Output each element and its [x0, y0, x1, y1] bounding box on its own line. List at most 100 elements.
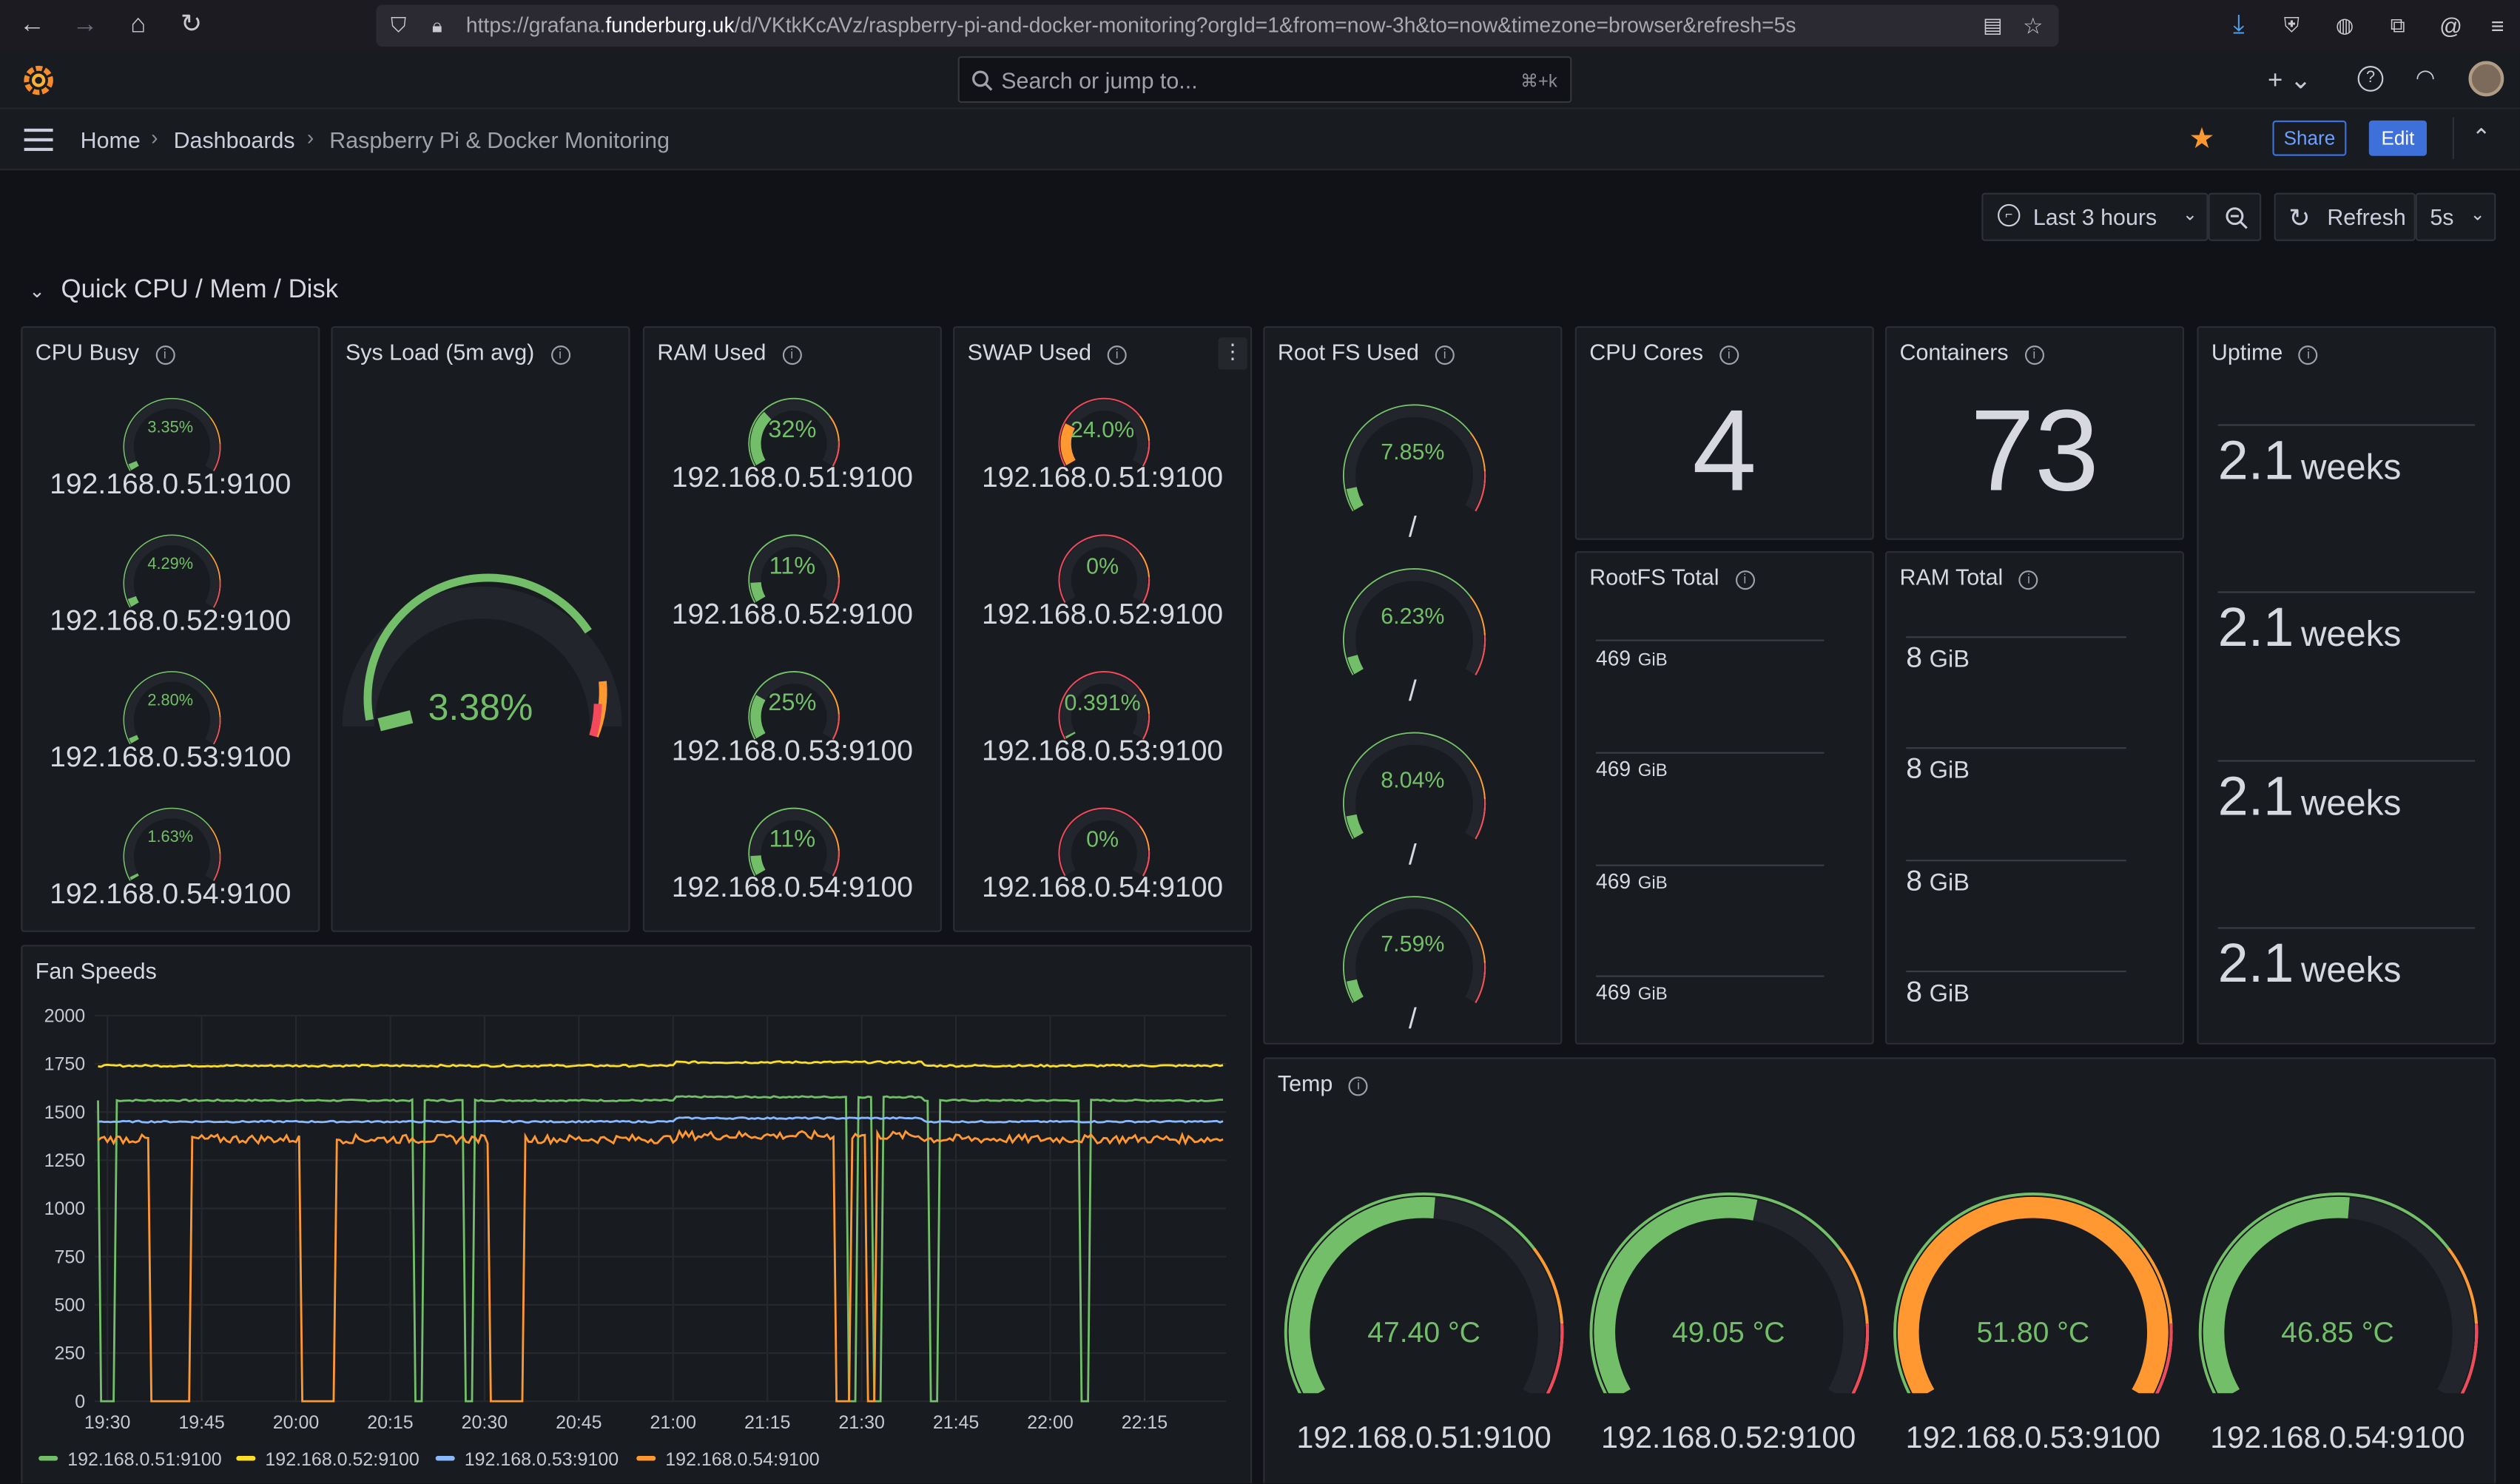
zoom-out-button[interactable] [2208, 192, 2262, 241]
x-tick-label: 19:30 [84, 1412, 130, 1433]
search-shortcut: ⌘+k [1520, 72, 1557, 92]
series-line[interactable] [98, 1116, 1224, 1124]
host-label: 192.168.0.53:9100 [50, 740, 292, 772]
info-icon[interactable]: i [1348, 1076, 1369, 1096]
info-icon[interactable]: i [155, 345, 175, 365]
home-icon[interactable]: ⌂ [130, 11, 146, 39]
info-icon[interactable]: i [550, 345, 570, 365]
swap_used-gauge [1058, 397, 1150, 467]
swap_used-gauge-value: 0% [1086, 826, 1119, 853]
swap_used-gauge-value: 0% [1086, 553, 1119, 579]
panel-containers: Containers i 73 [1884, 326, 2185, 540]
chevron-right-icon: › [306, 125, 314, 150]
reload-icon[interactable]: ↻ [180, 11, 203, 39]
panel-title[interactable]: Temp i [1278, 1070, 1369, 1096]
hamburger-menu-icon[interactable] [24, 128, 53, 152]
url-text[interactable]: https://grafana.funderburg.uk/d/VKtkKcAV… [465, 13, 1796, 37]
extension-globe-icon[interactable]: ◍ [2335, 13, 2354, 37]
info-icon[interactable]: i [2024, 345, 2044, 365]
avatar[interactable] [2468, 61, 2504, 97]
mount-label: / [1408, 1002, 1417, 1036]
root_fs-gauge [1342, 896, 1486, 1003]
breadcrumb-dashboards[interactable]: Dashboards [173, 127, 295, 153]
info-icon[interactable]: i [2018, 570, 2039, 590]
legend-label: 192.168.0.51:9100 [67, 1451, 222, 1471]
search-placeholder: Search or jump to... [1001, 67, 1198, 93]
ram-total-stat: 8 GiB [1906, 752, 1970, 785]
cpu_busy-gauge [123, 397, 221, 471]
host-label: 192.168.0.52:9100 [50, 603, 292, 636]
panel-title[interactable]: RAM Used i [657, 339, 802, 365]
lock-icon[interactable]: 🔒︎ [431, 14, 442, 37]
info-icon[interactable]: i [1735, 570, 1755, 590]
panel-title[interactable]: RootFS Total i [1589, 564, 1755, 590]
panel-title[interactable]: Fan Speeds [35, 957, 157, 984]
temp-gauge [2197, 1193, 2478, 1394]
reader-view-icon[interactable]: ▤ [1983, 13, 2003, 37]
sparkline [2217, 760, 2476, 762]
sparkline [1906, 747, 2126, 749]
legend-item[interactable]: 192.168.0.51:9100 [38, 1451, 222, 1471]
share-button[interactable]: Share [2272, 120, 2347, 156]
row-title[interactable]: Quick CPU / Mem / Disk [61, 276, 339, 304]
info-icon[interactable]: i [2299, 345, 2319, 365]
extensions-puzzle-icon[interactable]: ⧉ [2390, 13, 2405, 37]
browser-toolbar: ← → ⌂ ↻ ⛉ 🔒︎ https://grafana.funderburg.… [0, 0, 2520, 52]
download-icon[interactable]: ⤓ [2233, 11, 2245, 39]
info-icon[interactable]: i [1719, 345, 1739, 365]
search-icon [972, 70, 993, 91]
containers-value: 73 [1970, 387, 2099, 516]
shield-icon[interactable]: ⛉ [391, 13, 407, 37]
temp-value: 47.40 °C [1367, 1316, 1480, 1349]
row-collapse-chevron-icon[interactable]: ⌄ [29, 279, 45, 303]
refresh-interval-picker[interactable]: 5s ⌄ [2415, 192, 2496, 241]
panel-title[interactable]: Uptime i [2211, 339, 2319, 365]
swap_used-gauge-value: 0.391% [1064, 689, 1141, 716]
y-tick-label: 0 [75, 1392, 85, 1412]
forward-icon[interactable]: → [72, 11, 98, 39]
fan-speeds-chart[interactable]: 2000 1750 1500 1250 1000 750 500 250 019:30 19:45… [21, 996, 1252, 1446]
news-rss-icon[interactable]: ◠ [2415, 64, 2436, 90]
refresh-button[interactable]: ↻ Refresh [2274, 192, 2416, 241]
info-icon[interactable]: i [1107, 345, 1127, 365]
series-line[interactable] [97, 1095, 1224, 1403]
search-input[interactable]: Search or jump to... ⌘+k [957, 56, 1572, 104]
uptime-stat: 2.1 weeks [2217, 766, 2402, 828]
time-range-picker[interactable]: ⌐ Last 3 hours ⌄ [1981, 192, 2209, 241]
breadcrumb-home[interactable]: Home [80, 127, 141, 153]
info-icon[interactable]: i [1435, 345, 1455, 365]
favorite-star-icon[interactable]: ★ [2189, 122, 2215, 155]
panel-title[interactable]: CPU Busy i [36, 339, 175, 365]
panel-title[interactable]: Root FS Used i [1278, 339, 1455, 365]
edit-button[interactable]: Edit [2368, 120, 2428, 156]
at-sign-icon[interactable]: @ [2439, 13, 2463, 39]
info-icon[interactable]: i [782, 345, 802, 365]
panel-title[interactable]: SWAP Used i [968, 339, 1127, 365]
temp-gauge [1893, 1193, 2173, 1394]
root_fs-gauge [1342, 567, 1486, 675]
grafana-logo-icon[interactable] [21, 63, 56, 98]
legend-item[interactable]: 192.168.0.54:9100 [636, 1451, 820, 1471]
extension-shield-icon[interactable]: ⛨ [2283, 13, 2300, 37]
x-tick-label: 21:30 [838, 1412, 884, 1433]
panel-title[interactable]: CPU Cores i [1589, 339, 1739, 365]
panel-title[interactable]: Sys Load (5m avg) i [346, 339, 570, 365]
legend-item[interactable]: 192.168.0.52:9100 [236, 1451, 420, 1471]
y-tick-label: 1500 [44, 1102, 86, 1123]
bookmark-star-icon[interactable]: ☆ [2023, 13, 2044, 39]
panel-menu-icon[interactable]: ⋮ [1218, 337, 1247, 370]
chevron-down-icon: ⌄ [2182, 206, 2197, 226]
back-icon[interactable]: ← [19, 11, 45, 39]
host-label: 192.168.0.52:9100 [982, 598, 1224, 631]
address-bar[interactable]: ⛉ 🔒︎ https://grafana.funderburg.uk/d/VKt… [376, 4, 2059, 47]
help-icon[interactable]: ? [2357, 66, 2384, 92]
panel-title[interactable]: Containers i [1900, 339, 2044, 365]
legend-item[interactable]: 192.168.0.53:9100 [435, 1451, 619, 1471]
series-line[interactable] [98, 1060, 1224, 1068]
menu-icon[interactable]: ≡ [2490, 13, 2504, 39]
cpu_busy-gauge-value: 4.29% [147, 555, 194, 573]
series-line[interactable] [97, 1128, 1224, 1403]
panel-title[interactable]: RAM Total i [1900, 564, 2039, 590]
collapse-chevron-up-icon[interactable]: ⌃ [2471, 124, 2491, 150]
new-plus-icon[interactable]: + ⌄ [2267, 67, 2312, 95]
